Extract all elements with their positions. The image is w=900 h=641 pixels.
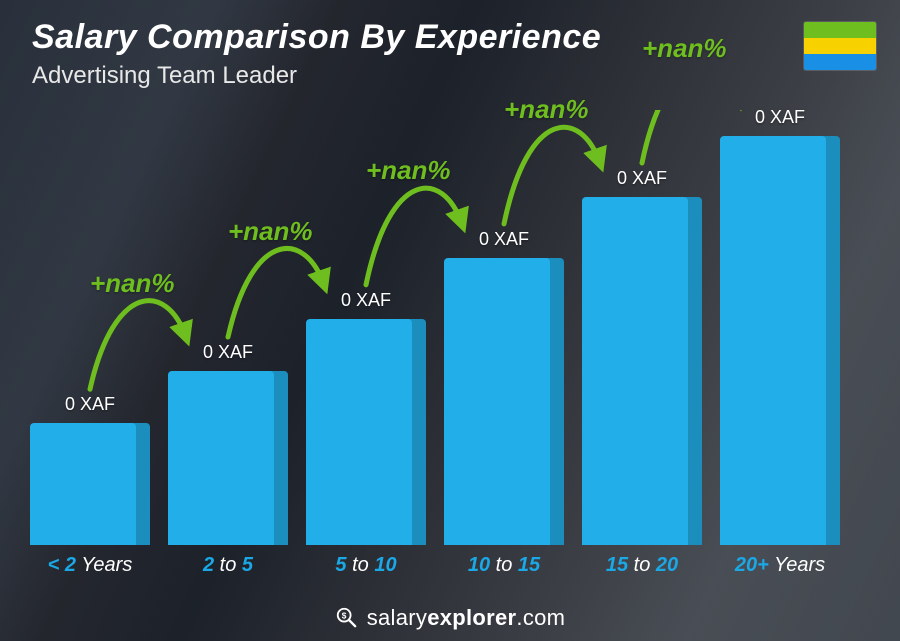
svg-text:$: $	[341, 611, 346, 620]
brand-suffix: .com	[516, 605, 565, 630]
x-axis-label: 10 to 15	[444, 554, 564, 577]
x-axis-label: 20+ Years	[720, 554, 840, 577]
chart-canvas: Salary Comparison By Experience Advertis…	[0, 0, 900, 641]
increase-label: +nan%	[366, 155, 451, 186]
bar-value-label: 0 XAF	[341, 290, 391, 311]
brand-part-b: explorer	[427, 605, 516, 630]
increase-label: +nan%	[228, 216, 313, 247]
x-axis-label: 15 to 20	[582, 554, 702, 577]
bar-chart: 0 XAF0 XAF0 XAF0 XAF0 XAF0 XAF < 2 Years…	[30, 110, 840, 571]
flag-stripe-2	[804, 38, 876, 54]
page-subtitle: Advertising Team Leader	[32, 62, 297, 90]
x-axis-labels: < 2 Years 2 to 5 5 to 10 10 to 15 15 to 20 20…	[30, 554, 840, 577]
bar-value-label: 0 XAF	[65, 394, 115, 415]
bar-column: 0 XAF	[306, 290, 426, 545]
bar	[30, 423, 150, 545]
page-title: Salary Comparison By Experience	[32, 18, 601, 57]
bar-value-label: 0 XAF	[203, 342, 253, 363]
bar-column: 0 XAF	[720, 107, 840, 545]
magnify-dollar-icon: $	[335, 606, 357, 628]
bar	[306, 319, 426, 545]
flag-stripe-3	[804, 54, 876, 70]
chart-baseline	[30, 543, 840, 545]
bar-column: 0 XAF	[582, 168, 702, 545]
bar	[444, 258, 564, 545]
footer-brand: $ salaryexplorer.com	[0, 605, 900, 631]
increase-label: +nan%	[504, 94, 589, 125]
bar-column: 0 XAF	[168, 342, 288, 545]
increase-label: +nan%	[90, 268, 175, 299]
brand-part-a: salary	[367, 605, 428, 630]
flag-stripe-1	[804, 22, 876, 38]
bar-value-label: 0 XAF	[479, 229, 529, 250]
bar-column: 0 XAF	[30, 394, 150, 545]
increase-label: +nan%	[642, 33, 727, 64]
bar	[582, 197, 702, 545]
bar-column: 0 XAF	[444, 229, 564, 545]
x-axis-label: 2 to 5	[168, 554, 288, 577]
bar	[720, 136, 840, 545]
x-axis-label: 5 to 10	[306, 554, 426, 577]
bar-value-label: 0 XAF	[755, 107, 805, 128]
bar	[168, 371, 288, 545]
bar-value-label: 0 XAF	[617, 168, 667, 189]
country-flag-gabon	[804, 22, 876, 70]
x-axis-label: < 2 Years	[30, 554, 150, 577]
